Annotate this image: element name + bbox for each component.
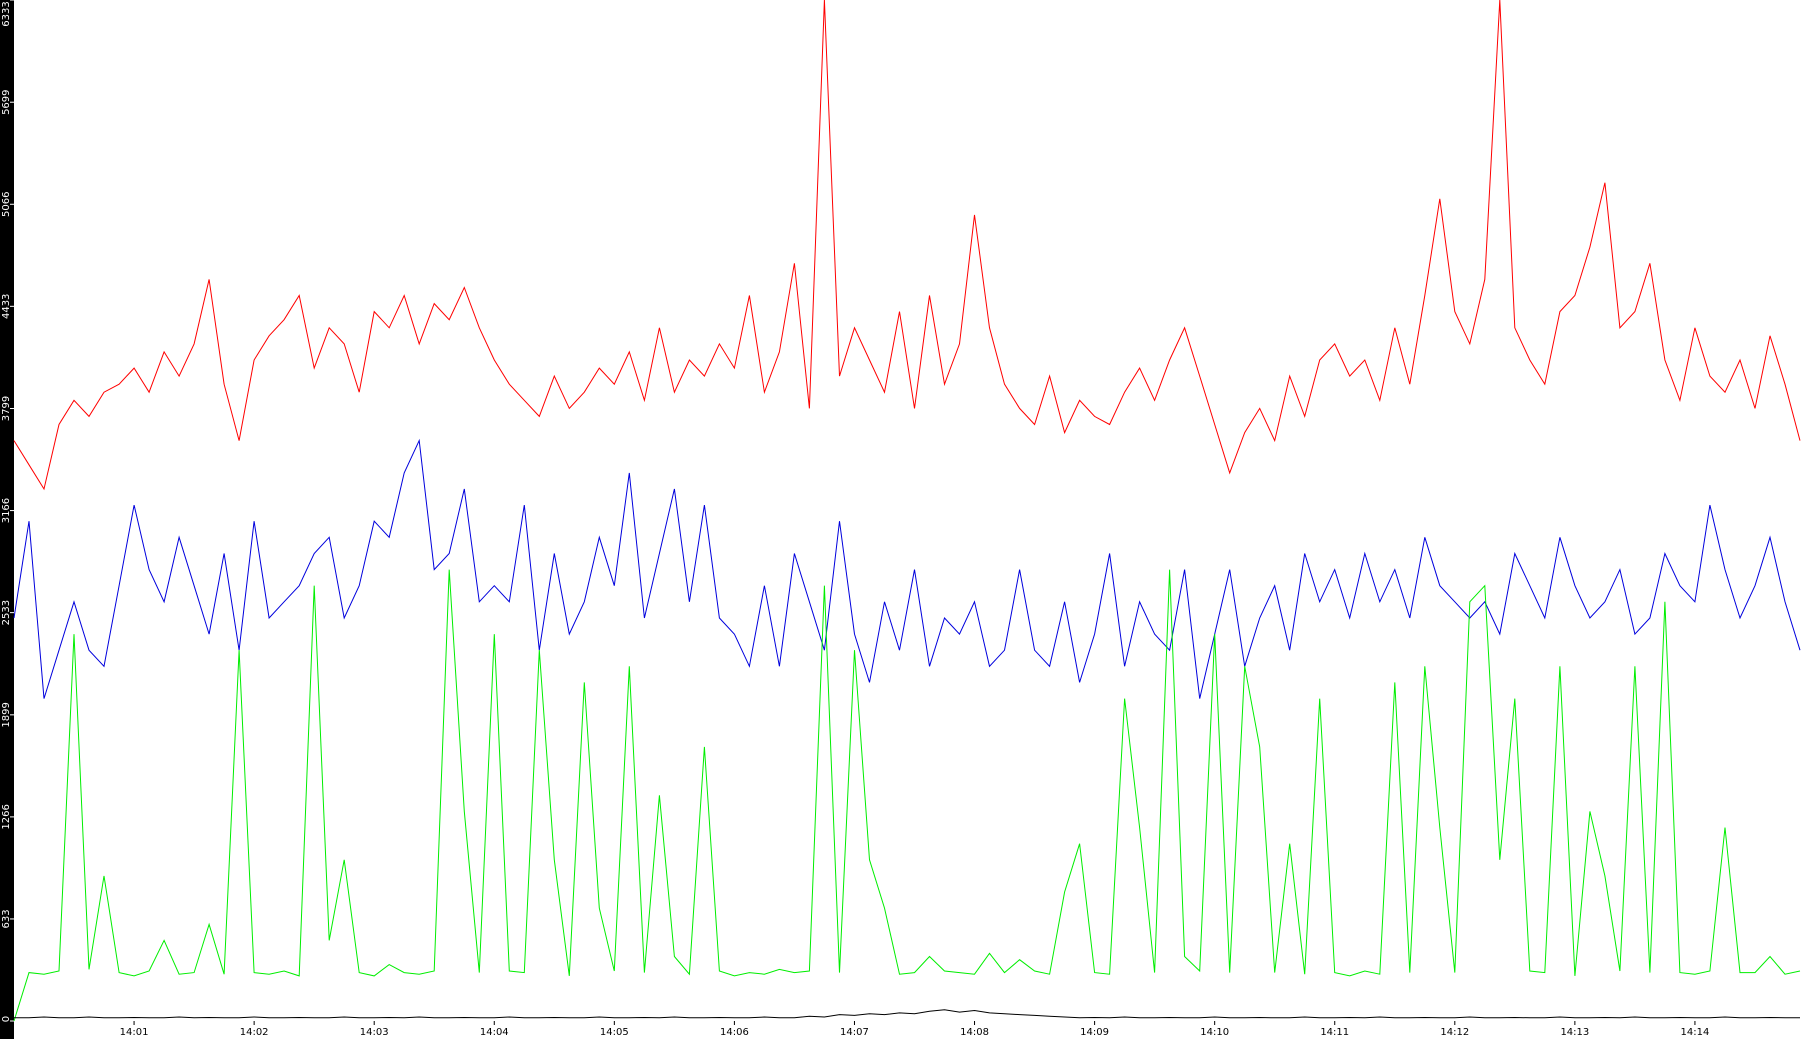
x-tick-label: 14:06 — [720, 1027, 749, 1038]
x-tick-label: 14:01 — [120, 1027, 149, 1038]
y-tick-label: 4433 — [1, 294, 12, 319]
y-tick-label: 633 — [1, 909, 12, 928]
series-line — [13, 0, 1801, 491]
y-tick-label: 2533 — [1, 600, 12, 625]
y-tick-label: 3166 — [1, 498, 12, 523]
x-tick-label: 14:12 — [1440, 1027, 1469, 1038]
y-tick-label: 5699 — [1, 89, 12, 114]
x-tick-label: 14:05 — [600, 1027, 629, 1038]
x-tick-label: 14:09 — [1080, 1027, 1109, 1038]
series-line — [14, 1009, 1800, 1019]
x-tick-label: 14:10 — [1200, 1027, 1229, 1038]
series-line — [13, 569, 1801, 1022]
x-tick-label: 14:03 — [360, 1027, 389, 1038]
x-tick-label: 14:07 — [840, 1027, 869, 1038]
y-axis-strip — [0, 0, 14, 1039]
series-line — [13, 438, 1801, 699]
y-tick-label: 5066 — [1, 192, 12, 217]
y-tick-label: 3799 — [1, 396, 12, 421]
y-tick-label: 1899 — [1, 702, 12, 727]
y-tick-label: 6333 — [1, 1, 12, 26]
x-tick-label: 14:02 — [240, 1027, 269, 1038]
y-tick-label: 1266 — [1, 804, 12, 829]
x-tick-label: 14:14 — [1681, 1027, 1710, 1038]
x-tick-label: 14:08 — [960, 1027, 989, 1038]
x-tick-label: 14:04 — [480, 1027, 509, 1038]
y-tick-label: 0 — [1, 1016, 12, 1022]
x-tick-label: 14:11 — [1320, 1027, 1349, 1038]
x-tick-label: 14:13 — [1560, 1027, 1589, 1038]
